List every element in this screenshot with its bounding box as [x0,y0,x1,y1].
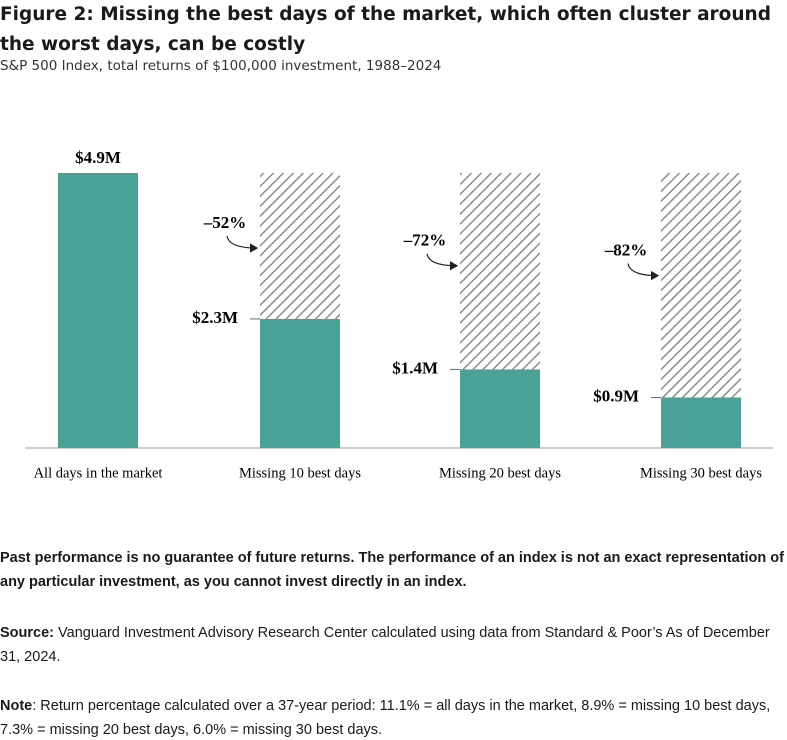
change-label: –52% [203,213,247,232]
note-label: Note [0,698,33,714]
x-tick-label: Missing 30 best days [640,465,762,481]
chart-subtitle: S&P 500 Index, total returns of $100,000… [0,58,442,74]
chart-title: Figure 2: Missing the best days of the m… [0,4,771,55]
source-text: Vanguard Investment Advisory Research Ce… [0,625,770,665]
missed-gain [460,173,540,370]
x-tick-label: All days in the market [34,465,163,481]
change-label: –82% [604,240,648,259]
bar [260,318,340,448]
missed-gain [661,173,741,398]
change-arrow [627,263,660,281]
change-arrow [226,235,259,253]
note-text: : Return percentage calculated over a 37… [0,698,771,738]
x-tick-label: Missing 20 best days [439,465,561,481]
value-label: $2.3M [192,308,238,327]
change-label: –72% [403,231,447,250]
source-label: Source: [0,625,54,641]
chart: $4.9M All days in the market $2.3M –52% Miss… [25,148,773,481]
source: Source: Vanguard Investment Advisory Res… [0,621,786,669]
note: Note: Return percentage calculated over … [0,694,786,740]
x-tick-label: Missing 10 best days [239,465,361,481]
bar [460,369,540,448]
bar [58,173,138,448]
value-label: $4.9M [75,148,121,167]
value-label: $1.4M [392,358,438,377]
bar [661,397,741,448]
disclaimer: Past performance is no guarantee of futu… [0,550,784,590]
missed-gain [260,173,340,319]
value-label: $0.9M [593,386,639,405]
change-arrow [426,253,459,271]
